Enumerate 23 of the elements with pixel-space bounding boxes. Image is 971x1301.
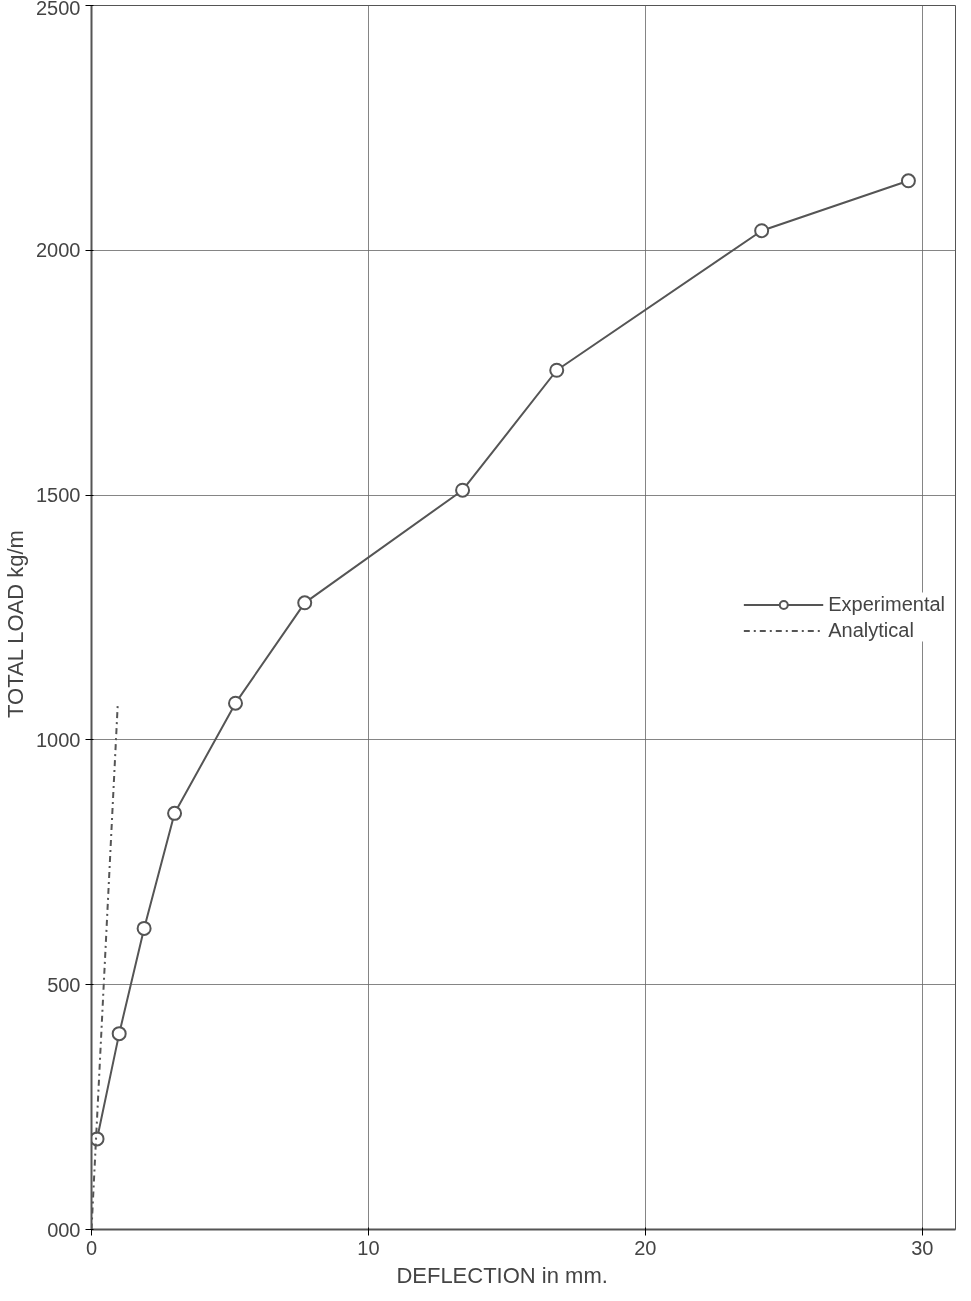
point: [900, 173, 916, 189]
x-tick-label: 0: [85, 1236, 98, 1259]
y-tick-label: 2000: [36, 239, 81, 262]
point: [455, 482, 471, 498]
y-tick-label: 500: [47, 973, 81, 996]
y-tick-label: 1000: [36, 728, 81, 751]
x-tick-label: 20: [634, 1236, 657, 1259]
legend-label: Experimental: [828, 592, 945, 616]
y-tick-label: 1500: [36, 484, 81, 507]
legend-label: Analytical: [828, 618, 914, 642]
point: [136, 920, 152, 936]
point: [297, 595, 313, 611]
y-axis-title: TOTAL LOAD kg/m: [3, 530, 29, 718]
point: [549, 362, 565, 378]
x-tick-label: 10: [357, 1236, 380, 1259]
point: [167, 805, 183, 821]
point: [754, 223, 770, 239]
x-tick-label: 30: [911, 1236, 934, 1259]
point: [228, 695, 243, 711]
y-tick-label: 2500: [36, 0, 81, 19]
point: [111, 1026, 127, 1042]
y-tick-label: 000: [47, 1218, 81, 1241]
x-axis-title: DEFLECTION in mm.: [396, 1262, 608, 1288]
